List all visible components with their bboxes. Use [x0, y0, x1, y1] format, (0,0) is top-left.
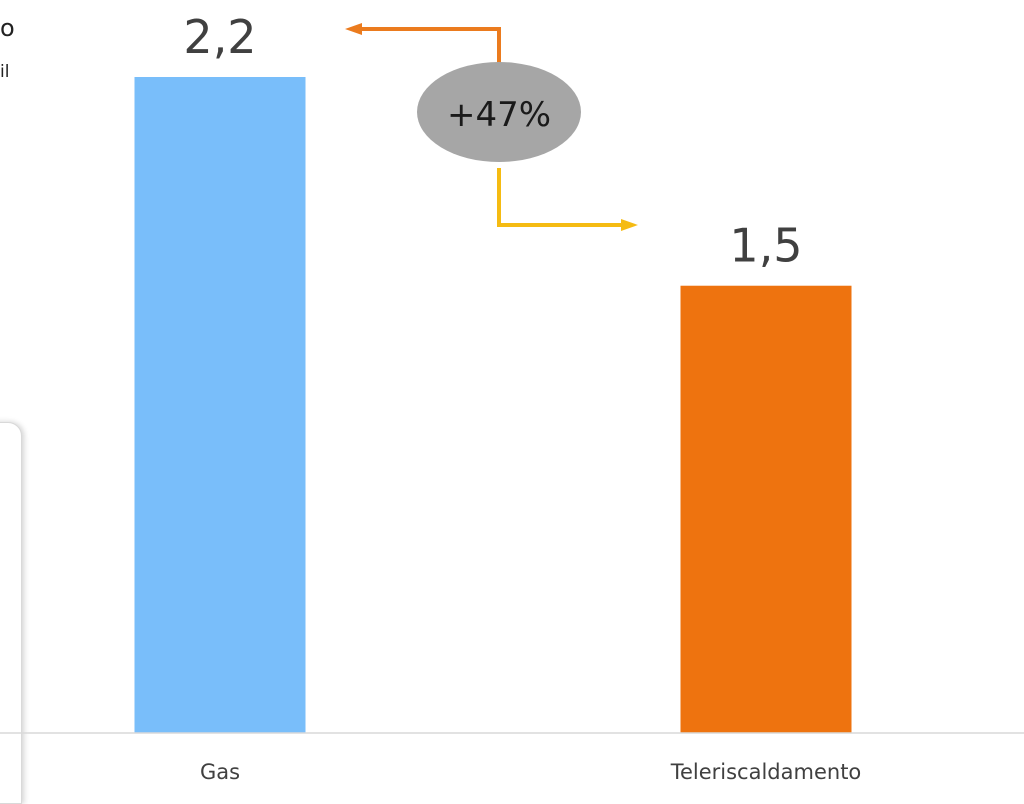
bar-chart: 2,2 Gas 1,5 Teleriscaldamento +47% [0, 10, 1024, 784]
change-annotation: +47% [345, 23, 638, 231]
labels-layer: 2,2 Gas 1,5 Teleriscaldamento [183, 10, 861, 784]
data-label-teleriscaldamento: 1,5 [729, 219, 802, 273]
bar-teleriscaldamento [680, 285, 852, 733]
left-text-fragment: o [0, 14, 15, 42]
bar-gas [134, 77, 306, 733]
left-text-fragment-small: il [0, 62, 10, 82]
change-percent-label: +47% [447, 95, 551, 135]
data-label-gas: 2,2 [183, 10, 256, 64]
bars-layer [134, 77, 852, 733]
arrow-lower-head [621, 219, 638, 231]
change-bubble [417, 62, 581, 162]
category-label-gas: Gas [200, 760, 240, 784]
arrow-lower [497, 168, 622, 227]
category-label-teleriscaldamento: Teleriscaldamento [670, 760, 862, 784]
arrow-upper-head [345, 23, 362, 35]
